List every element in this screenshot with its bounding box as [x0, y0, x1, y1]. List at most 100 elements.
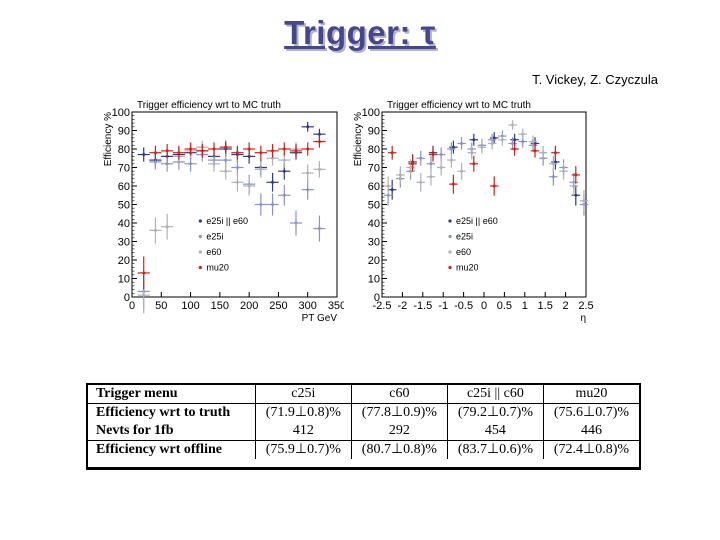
x-tick-label: 2.5: [578, 300, 593, 312]
table-header-cell: c25i || c60: [446, 385, 544, 404]
table-cell: (83.7⊥0.6)%: [446, 440, 544, 459]
table-row-label: Efficiency wrt offline: [88, 440, 256, 459]
data-point: [439, 166, 443, 169]
table-header-cell: c60: [350, 385, 448, 404]
data-point: [165, 149, 169, 153]
y-tick-label: 10: [118, 274, 130, 286]
series-0: [387, 132, 581, 206]
y-tick-label: 10: [368, 274, 380, 286]
data-point: [419, 180, 423, 184]
table-cell: (71.9⊥0.8)%: [254, 403, 352, 422]
data-point: [551, 175, 555, 179]
data-point: [317, 227, 321, 231]
data-point: [259, 203, 263, 206]
data-point: [235, 166, 239, 169]
plot-frame: [131, 111, 338, 298]
data-point: [224, 158, 228, 162]
table-cell: (79.2⊥0.7)%: [446, 403, 544, 422]
data-point: [492, 184, 496, 188]
data-point: [247, 154, 251, 158]
data-point: [429, 175, 433, 179]
data-point: [533, 141, 537, 145]
data-point: [574, 173, 578, 177]
data-point: [429, 162, 433, 166]
eta-efficiency-chart: Trigger efficiency wrt to MC truth010203…: [353, 100, 594, 324]
legend-label: e25i: [206, 232, 223, 242]
data-point: [551, 162, 555, 166]
legend-marker: [448, 234, 452, 239]
data-point: [235, 151, 239, 155]
data-point: [521, 140, 525, 144]
x-tick-label: 1: [522, 300, 528, 312]
data-point: [472, 162, 476, 166]
table-cell: (80.7⊥0.8)%: [350, 440, 448, 459]
series-3: [137, 135, 326, 290]
series-1: [383, 130, 589, 216]
data-point: [142, 153, 146, 157]
plot-frame: [381, 111, 587, 298]
data-point: [189, 147, 193, 151]
y-tick-label: 60: [118, 181, 130, 193]
data-point: [212, 162, 216, 166]
data-point: [247, 147, 251, 151]
data-point: [419, 156, 423, 160]
data-point: [317, 132, 321, 136]
table-cell: (75.6⊥0.7)%: [542, 403, 639, 422]
legend-label: e25i || e60: [206, 216, 248, 226]
x-tick-label: 300: [299, 300, 317, 312]
x-tick-label: 0.5: [497, 300, 512, 312]
data-point: [189, 162, 193, 166]
data-point: [386, 184, 390, 188]
data-point: [451, 145, 455, 149]
y-axis-label: Efficiency %: [353, 112, 364, 166]
data-point: [553, 160, 557, 164]
table-cell: 454: [446, 422, 544, 441]
data-point: [521, 132, 525, 136]
table-cell: (77.8⊥0.9)%: [350, 403, 448, 422]
data-point: [511, 141, 515, 145]
data-point: [165, 162, 169, 166]
data-point: [562, 169, 566, 173]
data-point: [531, 140, 535, 144]
y-tick-label: 50: [368, 200, 380, 212]
legend-marker: [198, 219, 202, 223]
data-point: [431, 153, 435, 157]
series-3: [387, 142, 581, 196]
legend-label: e60: [206, 247, 221, 257]
data-point: [224, 145, 228, 149]
x-axis-label: η: [580, 313, 586, 324]
table-header-cell: Trigger menu: [88, 385, 256, 404]
data-point: [271, 149, 275, 153]
y-tick-label: 20: [368, 255, 380, 267]
data-point: [247, 184, 251, 188]
x-tick-label: -2: [398, 300, 408, 312]
data-point: [282, 193, 286, 197]
data-point: [294, 221, 298, 225]
data-point: [153, 160, 157, 164]
table-cell: 412: [254, 422, 352, 441]
legend-label: mu20: [206, 263, 229, 273]
data-point: [165, 225, 169, 229]
data-point: [511, 123, 515, 127]
table-header-cell: mu20: [542, 385, 639, 404]
data-point: [480, 145, 484, 149]
y-tick-label: 80: [368, 144, 380, 156]
data-point: [259, 151, 263, 155]
legend-marker: [448, 250, 452, 254]
legend-marker: [198, 234, 202, 239]
data-point: [470, 151, 474, 155]
data-point: [200, 149, 204, 153]
y-tick-label: 60: [368, 181, 380, 193]
x-tick-label: 0: [481, 300, 487, 312]
y-tick-label: 40: [118, 218, 130, 230]
y-tick-label: 100: [112, 107, 130, 119]
table-row: Efficiency wrt to truth (71.9⊥0.8)% (77.…: [88, 403, 639, 422]
y-tick-label: 100: [362, 107, 380, 119]
x-tick-label: 50: [155, 300, 167, 312]
data-point: [449, 158, 453, 162]
y-tick-label: 30: [118, 237, 130, 249]
slide-title: Trigger: τ: [284, 14, 436, 51]
data-point: [449, 147, 453, 151]
data-point: [224, 169, 228, 173]
data-point: [142, 293, 146, 297]
